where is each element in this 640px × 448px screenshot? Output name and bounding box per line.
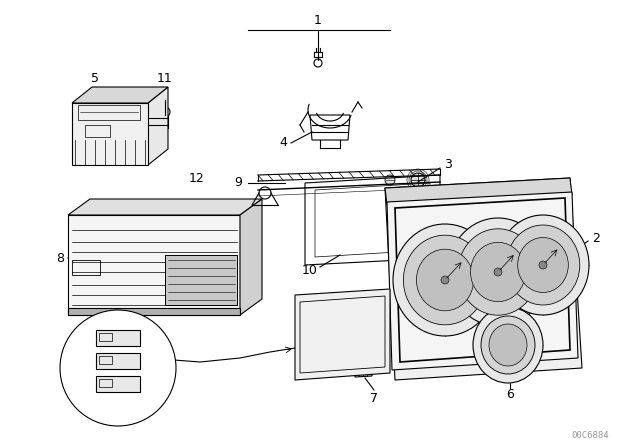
Ellipse shape bbox=[417, 249, 474, 311]
Polygon shape bbox=[72, 103, 148, 165]
Text: 00C6884: 00C6884 bbox=[571, 431, 609, 439]
Circle shape bbox=[395, 190, 405, 200]
Ellipse shape bbox=[470, 242, 525, 302]
Text: 9: 9 bbox=[234, 177, 242, 190]
Circle shape bbox=[60, 310, 176, 426]
Circle shape bbox=[411, 173, 425, 187]
Ellipse shape bbox=[448, 218, 548, 326]
Polygon shape bbox=[385, 178, 572, 205]
Text: 11: 11 bbox=[157, 72, 173, 85]
Text: 12: 12 bbox=[189, 172, 205, 185]
Text: 4: 4 bbox=[279, 137, 287, 150]
Polygon shape bbox=[295, 289, 390, 380]
Polygon shape bbox=[96, 330, 140, 346]
Circle shape bbox=[117, 145, 123, 151]
Polygon shape bbox=[165, 255, 237, 305]
Polygon shape bbox=[68, 215, 240, 315]
Text: 2: 2 bbox=[592, 232, 600, 245]
Ellipse shape bbox=[497, 215, 589, 315]
Polygon shape bbox=[68, 199, 262, 215]
Ellipse shape bbox=[489, 324, 527, 366]
Polygon shape bbox=[68, 308, 240, 315]
Circle shape bbox=[494, 268, 502, 276]
Polygon shape bbox=[72, 87, 168, 103]
Polygon shape bbox=[96, 376, 140, 392]
Ellipse shape bbox=[473, 307, 543, 383]
Text: 10: 10 bbox=[302, 263, 318, 276]
Ellipse shape bbox=[403, 235, 486, 325]
Text: 5: 5 bbox=[91, 72, 99, 85]
Ellipse shape bbox=[506, 225, 580, 305]
Polygon shape bbox=[240, 199, 262, 315]
Polygon shape bbox=[148, 87, 168, 165]
Polygon shape bbox=[355, 359, 372, 377]
Ellipse shape bbox=[481, 316, 535, 374]
Circle shape bbox=[441, 276, 449, 284]
Circle shape bbox=[385, 175, 395, 185]
Text: 6: 6 bbox=[506, 388, 514, 401]
Ellipse shape bbox=[393, 224, 497, 336]
Text: 8: 8 bbox=[56, 251, 64, 264]
Circle shape bbox=[539, 261, 547, 269]
Text: 3: 3 bbox=[444, 159, 452, 172]
Text: 1: 1 bbox=[314, 13, 322, 26]
Ellipse shape bbox=[518, 237, 568, 293]
Polygon shape bbox=[387, 192, 578, 370]
Text: 7: 7 bbox=[370, 392, 378, 405]
Ellipse shape bbox=[458, 229, 538, 315]
Polygon shape bbox=[385, 178, 582, 380]
Polygon shape bbox=[96, 353, 140, 369]
